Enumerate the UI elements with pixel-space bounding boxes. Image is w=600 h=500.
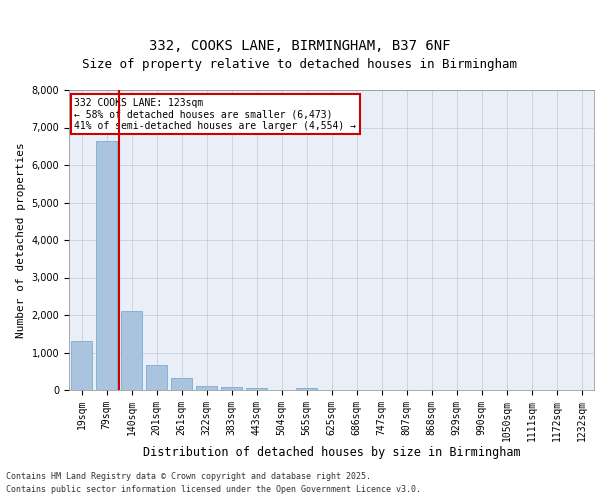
Bar <box>96 140 117 390</box>
Text: 332, COOKS LANE, BIRMINGHAM, B37 6NF: 332, COOKS LANE, BIRMINGHAM, B37 6NF <box>149 38 451 52</box>
Text: Contains public sector information licensed under the Open Government Licence v3: Contains public sector information licen… <box>6 485 421 494</box>
Y-axis label: Number of detached properties: Number of detached properties <box>16 142 26 338</box>
Text: 332 COOKS LANE: 123sqm
← 58% of detached houses are smaller (6,473)
41% of semi-: 332 COOKS LANE: 123sqm ← 58% of detached… <box>74 98 356 130</box>
Bar <box>296 388 317 390</box>
Text: Contains HM Land Registry data © Crown copyright and database right 2025.: Contains HM Land Registry data © Crown c… <box>6 472 371 481</box>
Bar <box>171 378 192 390</box>
Bar <box>71 341 92 390</box>
X-axis label: Distribution of detached houses by size in Birmingham: Distribution of detached houses by size … <box>143 446 520 460</box>
Bar <box>146 364 167 390</box>
Bar <box>221 387 242 390</box>
Bar <box>196 386 217 390</box>
Bar <box>246 388 267 390</box>
Bar <box>121 311 142 390</box>
Text: Size of property relative to detached houses in Birmingham: Size of property relative to detached ho… <box>83 58 517 71</box>
